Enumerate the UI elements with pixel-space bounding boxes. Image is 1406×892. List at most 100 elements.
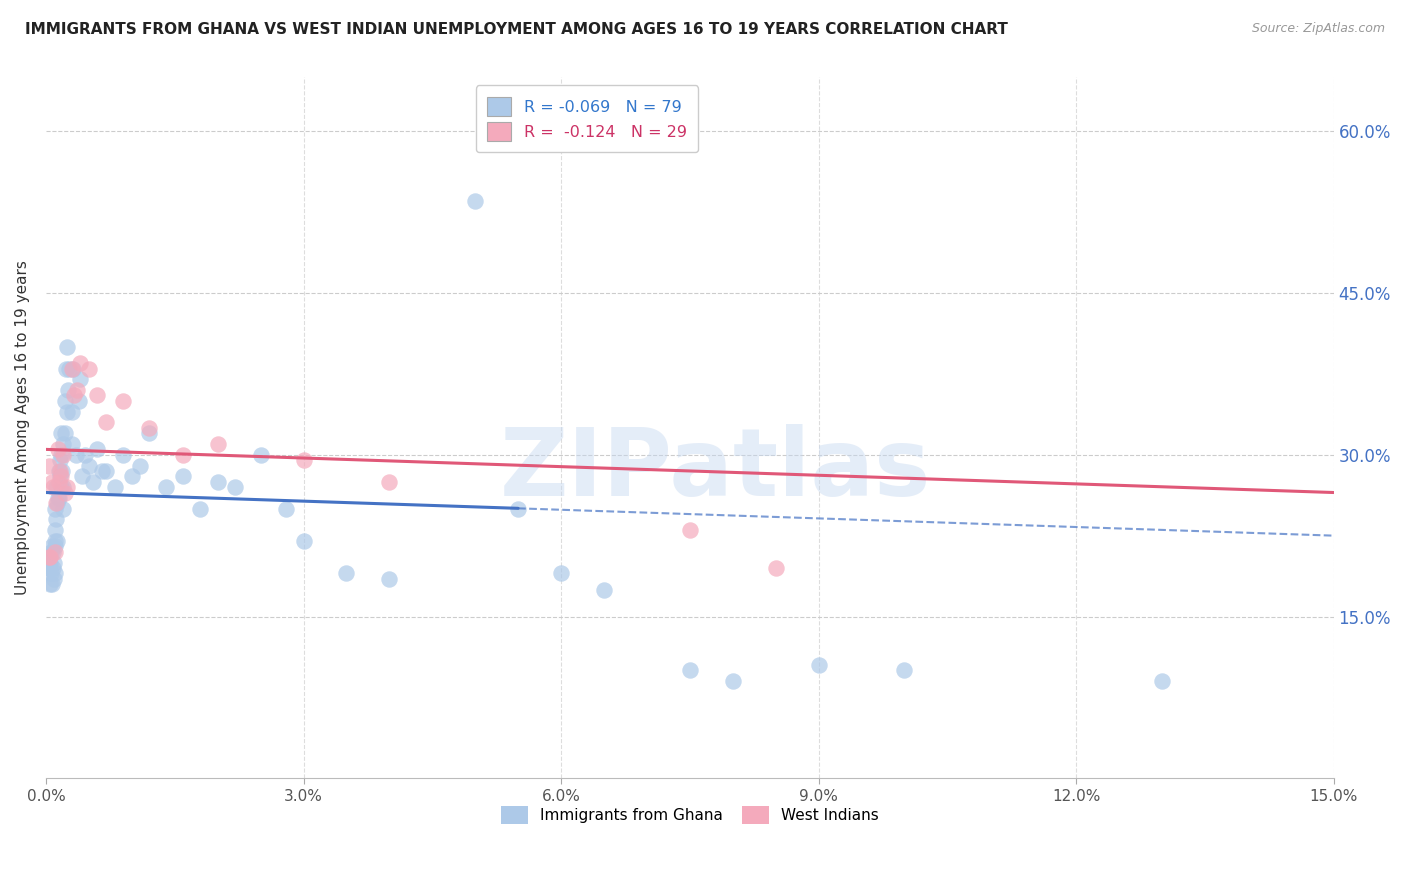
Text: Source: ZipAtlas.com: Source: ZipAtlas.com [1251,22,1385,36]
Point [378,475,401,489]
Point [39,566,62,581]
Point [42,545,65,559]
Point [63,388,86,402]
Point [679,664,702,678]
Point [94,464,117,478]
Point [77,361,100,376]
Point [60,405,83,419]
Point [42,561,65,575]
Point [48,469,70,483]
Point [807,658,830,673]
Point [38,556,60,570]
Point [60,437,83,451]
Point [48,464,70,478]
Point [90,464,112,478]
Point [893,664,915,678]
Point [44,545,66,559]
Point [112,393,135,408]
Point [41,475,63,489]
Point [1150,674,1173,689]
Point [46,491,69,505]
Point [48,464,70,478]
Point [207,437,229,451]
Point [69,356,91,370]
Point [335,566,357,581]
Point [721,674,744,689]
Point [48,475,70,489]
Point [41,577,63,591]
Point [44,501,66,516]
Legend: Immigrants from Ghana, West Indians: Immigrants from Ghana, West Indians [492,797,889,834]
Point [51,480,73,494]
Point [67,393,90,408]
Point [129,458,152,473]
Point [55,480,77,494]
Point [39,550,62,565]
Point [39,556,62,570]
Point [292,453,315,467]
Point [52,480,75,494]
Point [765,561,787,575]
Point [42,480,65,494]
Point [45,480,67,494]
Point [508,501,530,516]
Point [207,475,229,489]
Point [73,448,96,462]
Point [224,480,246,494]
Point [45,512,67,526]
Point [112,448,135,462]
Point [46,534,69,549]
Point [52,448,75,462]
Point [464,194,486,209]
Point [292,534,315,549]
Point [38,458,60,473]
Point [51,448,73,462]
Point [172,469,194,483]
Point [53,426,76,441]
Point [41,540,63,554]
Point [38,550,60,565]
Point [56,340,79,354]
Point [38,550,60,565]
Point [94,416,117,430]
Point [679,523,702,537]
Point [51,469,73,483]
Point [70,469,93,483]
Point [276,501,298,516]
Point [104,480,127,494]
Point [249,448,271,462]
Point [77,458,100,473]
Point [593,582,616,597]
Point [86,388,108,402]
Point [65,448,87,462]
Point [42,572,65,586]
Point [49,426,72,441]
Text: ZIPatlas: ZIPatlas [501,424,931,516]
Point [44,540,66,554]
Point [38,561,60,575]
Point [62,361,84,376]
Point [60,361,83,376]
Point [52,501,75,516]
Y-axis label: Unemployment Among Ages 16 to 19 years: Unemployment Among Ages 16 to 19 years [15,260,30,595]
Point [86,442,108,457]
Point [155,480,177,494]
Point [52,437,75,451]
Point [48,453,70,467]
Point [53,393,76,408]
Point [46,442,69,457]
Point [44,534,66,549]
Point [378,572,401,586]
Point [44,523,66,537]
Point [66,383,89,397]
Point [42,556,65,570]
Point [138,426,160,441]
Point [39,545,62,559]
Point [44,566,66,581]
Point [69,372,91,386]
Point [37,561,59,575]
Point [39,577,62,591]
Text: IMMIGRANTS FROM GHANA VS WEST INDIAN UNEMPLOYMENT AMONG AGES 16 TO 19 YEARS CORR: IMMIGRANTS FROM GHANA VS WEST INDIAN UNE… [25,22,1008,37]
Point [55,405,77,419]
Point [190,501,212,516]
